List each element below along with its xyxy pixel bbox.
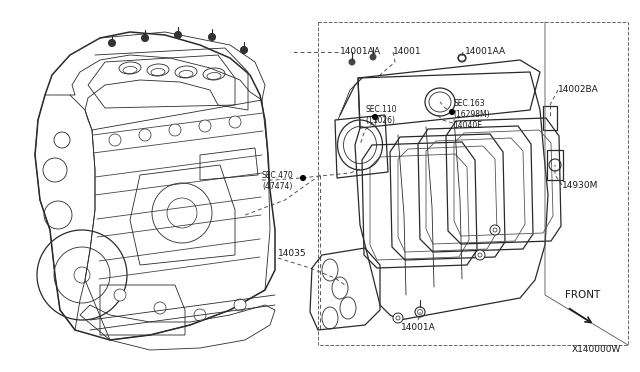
Circle shape	[109, 134, 121, 146]
Circle shape	[372, 115, 378, 119]
Circle shape	[229, 116, 241, 128]
Circle shape	[490, 225, 500, 235]
Text: SEC.470: SEC.470	[262, 170, 294, 180]
Text: (47474): (47474)	[262, 182, 292, 190]
Circle shape	[109, 39, 115, 46]
Text: (16298M): (16298M)	[453, 109, 490, 119]
Text: (11026): (11026)	[365, 116, 395, 125]
Circle shape	[241, 46, 248, 54]
Circle shape	[393, 313, 403, 323]
Text: 14035: 14035	[278, 248, 307, 257]
Text: SEC.163: SEC.163	[453, 99, 484, 108]
Circle shape	[169, 124, 181, 136]
Circle shape	[449, 109, 454, 115]
Circle shape	[475, 250, 485, 260]
Text: 14930M: 14930M	[562, 180, 598, 189]
Text: FRONT: FRONT	[565, 290, 600, 300]
Circle shape	[154, 302, 166, 314]
Circle shape	[349, 59, 355, 65]
Circle shape	[175, 32, 182, 38]
Text: 14001A: 14001A	[401, 323, 435, 331]
Circle shape	[141, 35, 148, 42]
Text: 14001: 14001	[393, 48, 422, 57]
Text: SEC.110: SEC.110	[365, 106, 397, 115]
Circle shape	[194, 309, 206, 321]
Text: 14001AA: 14001AA	[465, 48, 506, 57]
Circle shape	[370, 54, 376, 60]
Circle shape	[301, 176, 305, 180]
Text: 14002BA: 14002BA	[558, 86, 599, 94]
Text: X140000W: X140000W	[572, 346, 621, 355]
Text: 14001AA: 14001AA	[340, 48, 381, 57]
Circle shape	[234, 299, 246, 311]
Circle shape	[114, 289, 126, 301]
Circle shape	[199, 120, 211, 132]
Circle shape	[139, 129, 151, 141]
Circle shape	[209, 33, 216, 41]
Text: 14040E: 14040E	[453, 121, 482, 129]
